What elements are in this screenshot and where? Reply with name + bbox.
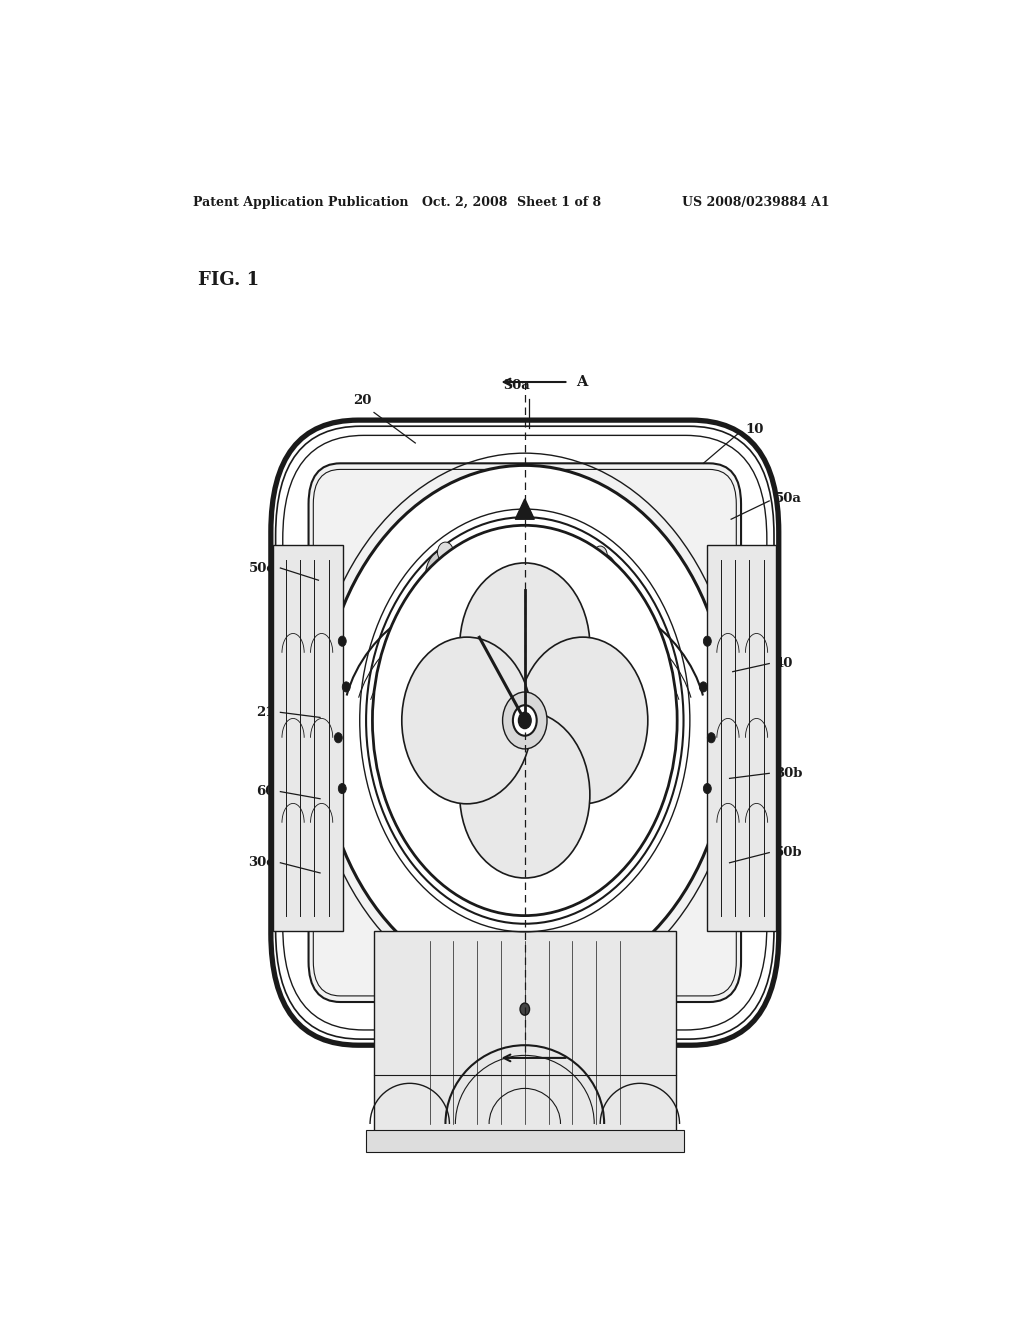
Text: 50a: 50a	[775, 492, 802, 506]
Text: FIG. 1: FIG. 1	[198, 272, 259, 289]
Text: 50c: 50c	[249, 561, 274, 574]
Circle shape	[593, 546, 607, 564]
Circle shape	[426, 549, 465, 601]
Text: Patent Application Publication: Patent Application Publication	[194, 195, 409, 209]
Circle shape	[334, 733, 342, 743]
Text: 21: 21	[256, 706, 274, 719]
Circle shape	[703, 784, 712, 793]
Circle shape	[513, 705, 537, 735]
Text: US 2008/0239884 A1: US 2008/0239884 A1	[682, 195, 829, 209]
Circle shape	[503, 692, 547, 748]
Circle shape	[373, 525, 677, 916]
Text: 40: 40	[775, 657, 794, 671]
Text: 30b: 30b	[775, 767, 802, 780]
Wedge shape	[329, 467, 721, 660]
Bar	[707, 545, 776, 931]
Circle shape	[338, 636, 346, 647]
Circle shape	[437, 543, 454, 562]
Bar	[367, 1130, 684, 1152]
Bar	[374, 931, 676, 1134]
Circle shape	[342, 682, 350, 692]
Bar	[273, 545, 343, 931]
Text: 30a: 30a	[504, 379, 530, 392]
Text: 50b: 50b	[775, 846, 803, 859]
Text: A: A	[577, 375, 588, 389]
Text: A: A	[577, 1051, 588, 1065]
Text: 30c: 30c	[249, 857, 274, 870]
Text: 20: 20	[353, 395, 372, 408]
Circle shape	[338, 784, 346, 793]
Circle shape	[708, 733, 715, 743]
FancyBboxPatch shape	[270, 420, 779, 1045]
Text: 10: 10	[745, 424, 764, 437]
Circle shape	[401, 638, 531, 804]
Circle shape	[699, 682, 708, 692]
Circle shape	[321, 466, 729, 990]
Text: Sheet 1 of 8: Sheet 1 of 8	[517, 195, 601, 209]
Circle shape	[518, 713, 531, 729]
Text: Oct. 2, 2008: Oct. 2, 2008	[422, 195, 507, 209]
Circle shape	[460, 562, 590, 730]
Circle shape	[703, 636, 712, 647]
Circle shape	[520, 1003, 529, 1015]
Text: 60: 60	[256, 785, 274, 799]
Circle shape	[460, 711, 590, 878]
Circle shape	[518, 638, 648, 804]
Circle shape	[583, 553, 617, 598]
Polygon shape	[515, 499, 535, 519]
FancyBboxPatch shape	[308, 463, 741, 1002]
